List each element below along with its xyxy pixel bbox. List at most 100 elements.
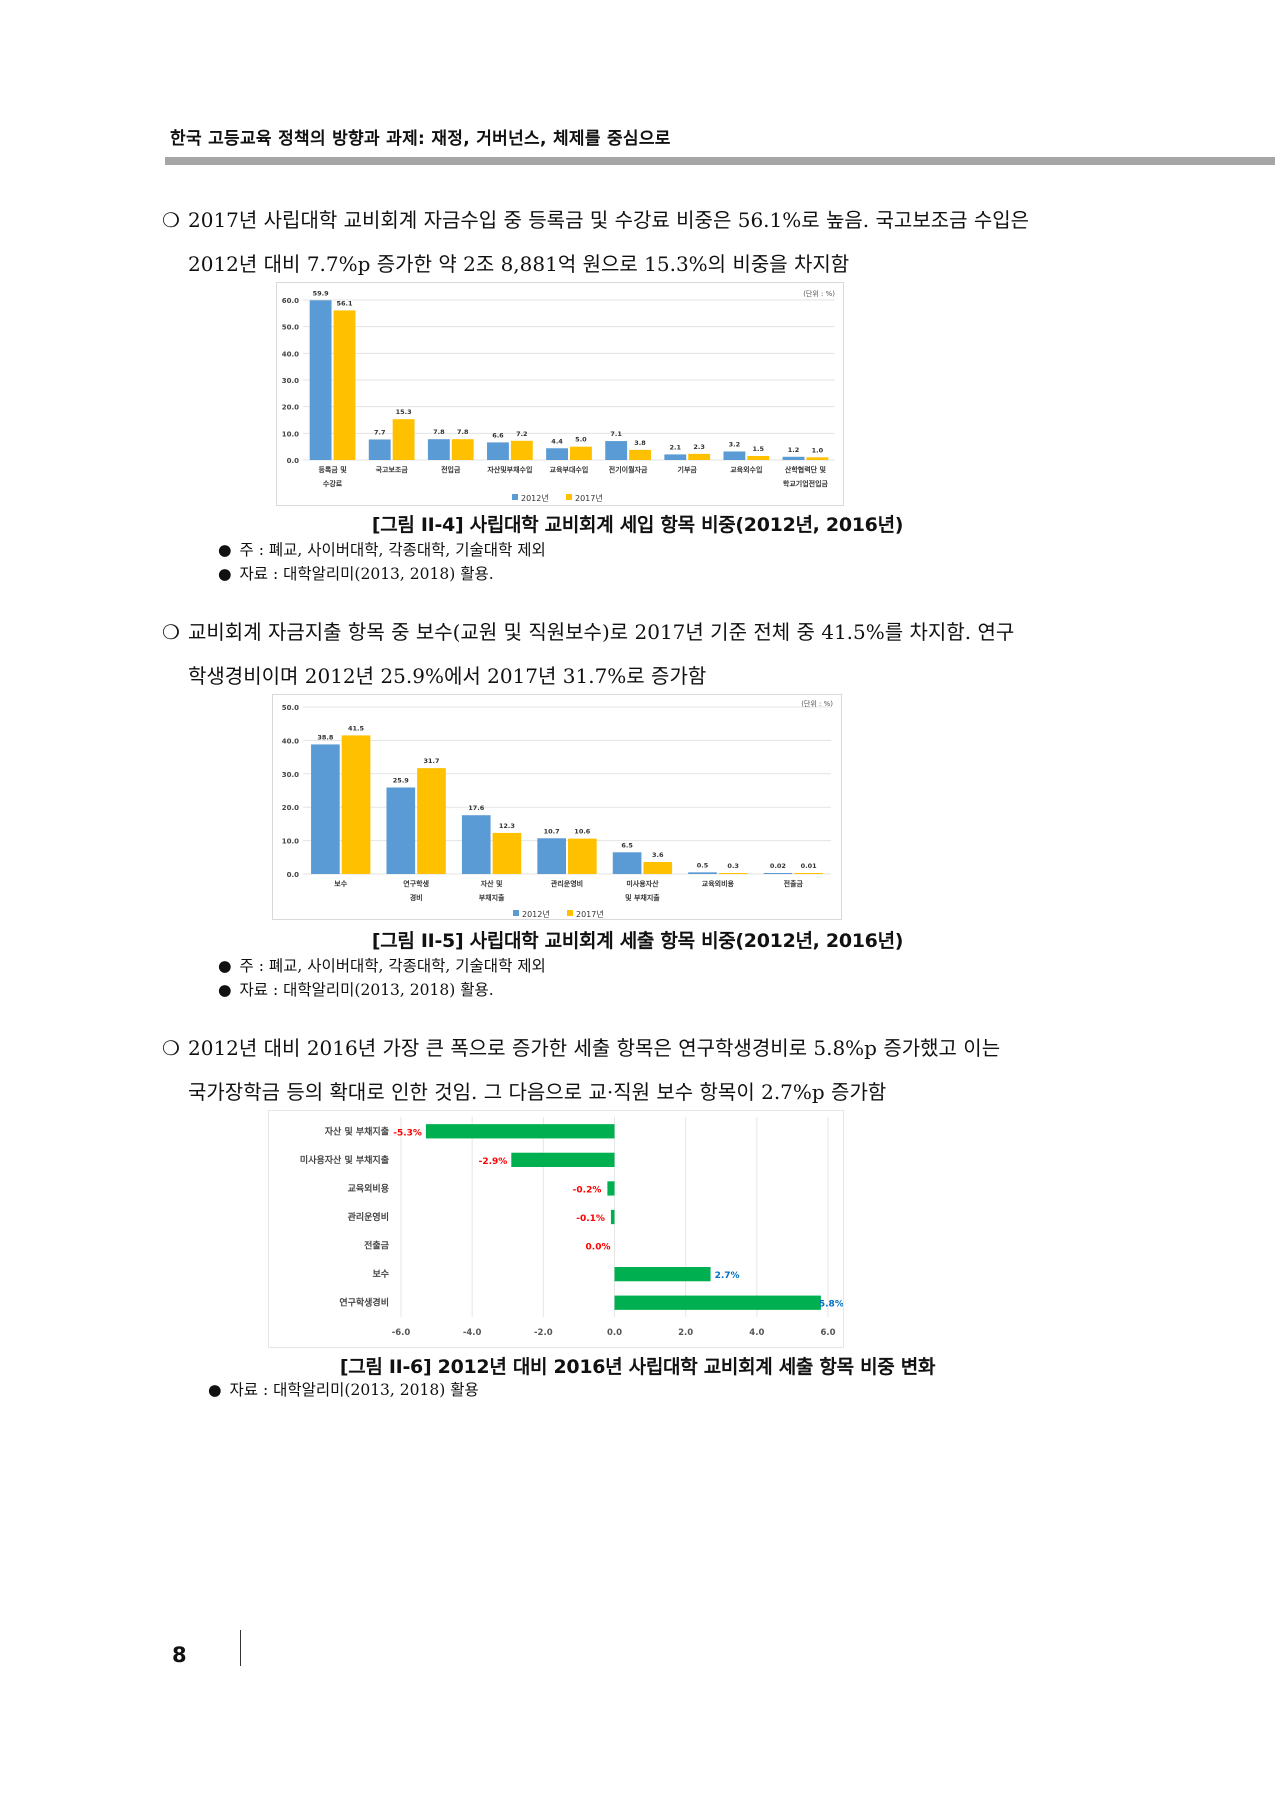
note-bullet: ● [208,1381,222,1399]
bar-2017년 [451,439,474,460]
paragraph-marker: ❍ [162,620,180,644]
data-label: 7.1 [610,430,622,438]
data-label: 31.7 [423,757,439,765]
data-label: -0.2% [573,1185,602,1195]
data-label: 1.0 [812,446,824,454]
data-label: 2.1 [670,443,682,451]
data-label: 3.6 [652,851,664,859]
data-label: 0.5 [697,861,709,869]
data-label: 5.0 [575,436,587,444]
paragraph-line: 학생경비이며 2012년 25.9%에서 2017년 31.7%로 증가함 [188,664,707,688]
data-label: 5.8% [819,1300,843,1310]
note-bullet: ● [218,565,232,583]
page-number: 8 [172,1643,187,1667]
x-tick-label: 자산 및 [481,879,503,888]
y-tick-label: 교육외비용 [348,1182,389,1194]
x-tick-label: 전기이월자금 [609,465,648,474]
bar-2017년 [417,768,446,874]
data-label: 2.7% [715,1271,740,1281]
header-rule [165,157,1275,165]
y-tick-label: 전출금 [364,1240,390,1252]
bar-2017년 [510,440,533,460]
bar-2012년 [782,456,805,460]
change-bar-chart: -6.0 -4.0 -2.0 0.0 2.0 4.0 6.0 자산 및 부채지출 -5.3% 미사… [300,1117,843,1338]
running-header: 한국 고등교육 정책의 방향과 과제: 재정, 거버넌스, 체제를 중심으로 [170,129,671,149]
data-label: 56.1 [336,299,353,307]
bar-2012년 [368,439,391,460]
y-tick-label: 40.0 [282,737,299,745]
x-tick-label: -2.0 [534,1328,553,1338]
data-label: -2.9% [479,1157,508,1167]
y-tick-label: 미사용자산 및 부채지출 [300,1154,389,1166]
bar-2017년 [806,457,829,460]
note-text: 주 : 폐교, 사이버대학, 각종대학, 기술대학 제외 [239,541,546,559]
note-bullet: ● [218,957,232,975]
paragraph-3: ❍ 2012년 대비 2016년 가장 큰 폭으로 증가한 세출 항목은 연구학… [162,1026,1148,1114]
figure-source: ● 자료 : 대학알리미(2013, 2018) 활용. [218,978,494,1002]
data-label: 1.5 [753,445,765,453]
bar-2017년 [643,861,673,874]
legend-label: 2017년 [575,493,603,503]
bar-2012년 [612,852,642,874]
legend-swatch [566,494,572,500]
page-number-divider [240,1630,241,1666]
paragraph-line: 2017년 사립대학 교비회계 자금수입 중 등록금 및 수강료 비중은 56.… [188,208,1030,232]
legend-label: 2017년 [576,909,604,919]
figure-note: ● 주 : 폐교, 사이버대학, 각종대학, 기술대학 제외 [218,954,546,978]
x-tick-label: 및 부채지출 [625,893,660,902]
y-tick-label: 10.0 [282,838,299,846]
bar-2017년 [341,735,371,874]
x-tick-label: 전입금 [441,465,461,474]
y-tick-label: 연구학생경비 [339,1297,389,1309]
figure-2-4-chart: 0.0 10.0 20.0 30.0 40.0 50.0 60.0 (단위 : %) 59.9 5… [276,282,844,506]
bar-2012년 [605,441,628,460]
bar-2017년 [570,446,592,460]
data-label: -0.1% [576,1214,605,1224]
bar-2017년 [392,419,415,460]
data-label: 12.3 [499,822,515,830]
bar-2017년 [492,832,522,874]
x-tick-label: -4.0 [463,1328,482,1338]
bar-2017년 [333,310,356,460]
unit-label: (단위 : %) [803,289,835,298]
paragraph-line: 2012년 대비 7.7%p 증가한 약 2조 8,881억 원으로 15.3%… [188,252,850,276]
data-label: 17.6 [468,804,485,812]
data-label: 6.5 [621,841,633,849]
bar-2017년 [794,873,823,874]
x-tick-label: 0.0 [607,1328,622,1338]
paragraph-2: ❍ 교비회계 자금지출 항목 중 보수(교원 및 직원보수)로 2017년 기준… [162,610,1148,698]
unit-label: (단위 : %) [801,699,833,708]
bar [614,1295,821,1310]
x-tick-label: 미사용자산 [626,879,659,888]
legend-label: 2012년 [522,909,550,919]
x-tick-label: 경비 [410,893,423,902]
bar-2012년 [537,838,566,874]
y-tick-label: 10.0 [282,430,299,438]
bar [607,1181,615,1196]
y-tick-label: 30.0 [282,377,299,385]
data-label: 1.2 [788,446,800,454]
data-label: 0.0% [586,1243,611,1253]
legend-swatch [567,910,573,916]
y-tick-label: 관리운영비 [348,1211,389,1223]
x-tick-label: 산학협력단 및 [785,465,827,474]
y-tick-label: 20.0 [282,804,299,812]
bar-2012년 [664,454,687,460]
bar-2012년 [311,744,340,874]
note-text: 자료 : 대학알리미(2013, 2018) 활용 [229,1381,479,1399]
y-tick-label: 보수 [372,1269,389,1280]
data-label: 7.7 [374,428,386,436]
paragraph-line: 교비회계 자금지출 항목 중 보수(교원 및 직원보수)로 2017년 기준 전… [188,620,1015,644]
bar-2017년 [568,838,597,874]
y-tick-label: 60.0 [282,297,299,305]
paragraph-1: ❍ 2017년 사립대학 교비회계 자금수입 중 등록금 및 수강료 비중은 5… [162,198,1148,286]
data-label: 2.3 [693,443,705,451]
note-bullet: ● [218,541,232,559]
figure-caption: [그림 II-4] 사립대학 교비회계 세입 항목 비중(2012년, 2016… [371,514,904,536]
note-text: 주 : 폐교, 사이버대학, 각종대학, 기술대학 제외 [239,957,546,975]
bar-2012년 [688,872,717,874]
paragraph-marker: ❍ [162,208,180,232]
data-label: 7.8 [457,428,469,436]
y-tick-label: 0.0 [287,457,300,465]
data-label: 10.6 [574,828,591,836]
